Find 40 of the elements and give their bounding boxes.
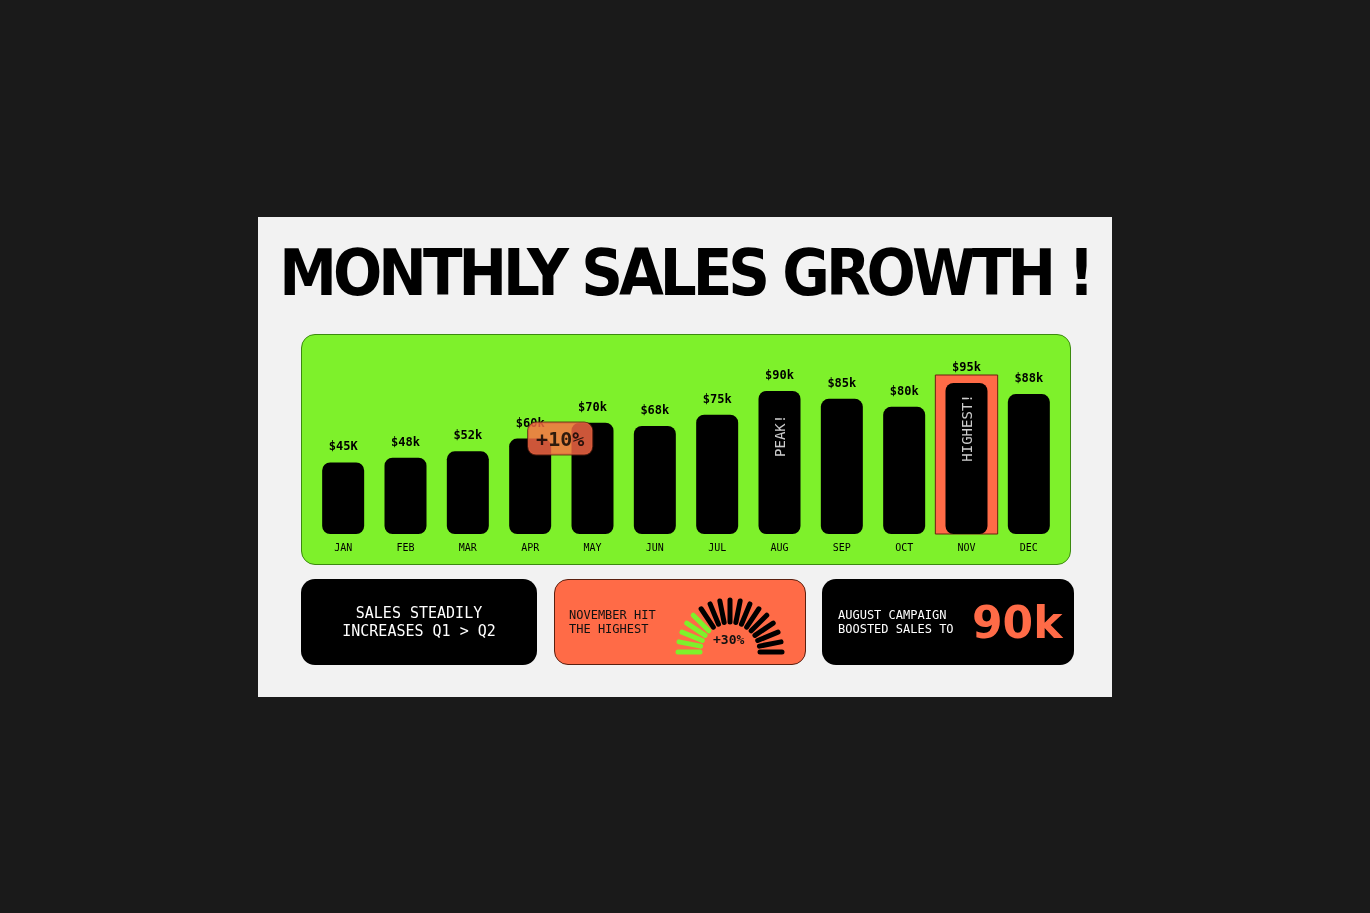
x-tick-label: MAY (583, 541, 602, 553)
x-tick-label: MAR (458, 541, 478, 553)
x-tick-label: JUL (708, 541, 727, 553)
x-tick-label: SEP (832, 541, 851, 553)
data-label: $45K (328, 439, 359, 454)
text: 90k (972, 596, 1063, 648)
data-label: $48k (391, 434, 421, 449)
annotation: HIGHEST! (958, 394, 975, 462)
text: SALES STEADILY INCREASES Q1 > Q2 (341, 604, 497, 640)
x-tick-label: FEB (396, 541, 415, 553)
bar (633, 425, 676, 534)
data-label: $88k (1014, 371, 1045, 386)
bar (758, 390, 801, 534)
bar (696, 414, 739, 534)
data-label: $68k (640, 402, 671, 417)
chart-title: MONTHLY SALES GROWTH ! (278, 235, 1092, 311)
data-label: $95k (952, 359, 982, 374)
x-tick-label: JUN (645, 541, 664, 553)
data-label: $85k (827, 375, 858, 390)
data-label: $52k (453, 428, 484, 443)
text: AUGUST CAMPAIGN BOOSTED SALES TO (838, 608, 955, 636)
x-tick-label: DEC (1019, 541, 1038, 553)
x-tick-label: OCT (895, 541, 914, 553)
data-label: $75k (702, 391, 733, 406)
data-label: $70k (578, 399, 608, 414)
bar (446, 451, 489, 534)
bar (322, 462, 365, 534)
bar (1007, 394, 1050, 534)
x-tick-label: APR (521, 541, 541, 553)
x-tick-label: NOV (957, 541, 976, 553)
x-tick-label: JAN (334, 541, 353, 553)
bar (883, 406, 926, 534)
annotation: PEAK! (771, 414, 788, 457)
text: NOVEMBER HIT THE HIGHEST (569, 608, 657, 636)
data-label: $90k (765, 367, 795, 382)
x-tick-label: AUG (770, 541, 789, 553)
bar (384, 457, 427, 534)
bar (820, 398, 863, 534)
text: +30% (713, 632, 745, 647)
data-label: $80k (889, 383, 920, 398)
